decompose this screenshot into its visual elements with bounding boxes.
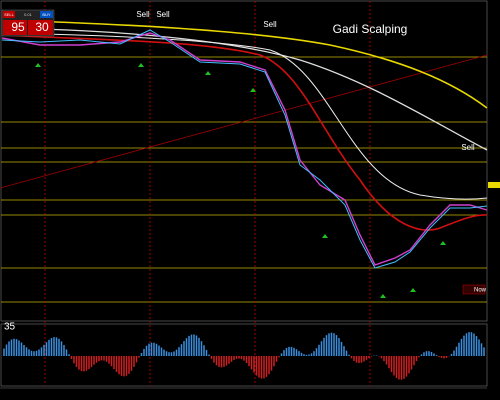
chart-title: Gadi Scalping xyxy=(333,22,408,36)
arrow xyxy=(138,63,144,67)
order-panel[interactable]: SELL BUY 0.01 95 30 xyxy=(1,9,55,37)
level-lines xyxy=(1,56,487,303)
indicator-frame xyxy=(0,323,488,387)
sell-signal: Sell xyxy=(156,10,170,19)
sell-button[interactable] xyxy=(3,11,15,18)
arrow xyxy=(380,294,386,298)
buy-price: 30 xyxy=(35,20,49,34)
sell-price: 95 xyxy=(11,20,25,34)
price-line-blue xyxy=(1,29,488,269)
arrow xyxy=(440,241,446,245)
buy-label: BUY xyxy=(42,12,51,17)
lot-size: 0.01 xyxy=(24,12,33,17)
buy-arrows xyxy=(35,63,446,298)
sell-price-box[interactable] xyxy=(3,20,27,35)
arrow xyxy=(322,234,328,238)
arrow xyxy=(35,63,41,67)
price-axis xyxy=(488,0,500,400)
trend-line xyxy=(0,54,488,189)
slow-ma-white xyxy=(1,27,488,151)
sell-signal: Sell xyxy=(136,10,150,19)
buy-price-box[interactable] xyxy=(28,20,53,35)
now-label: Now xyxy=(474,288,487,294)
fast-ma-red xyxy=(1,34,488,231)
slow-ma-yellow xyxy=(1,19,488,109)
buy-button[interactable] xyxy=(40,11,53,18)
main-frame xyxy=(0,0,488,322)
arrow xyxy=(410,288,416,292)
level-label: 35 xyxy=(4,322,16,333)
arrow xyxy=(205,71,211,75)
period-separators xyxy=(44,1,371,386)
now-box xyxy=(462,284,486,295)
arrow xyxy=(250,88,256,92)
sell-label: SELL xyxy=(4,12,15,17)
price-marker xyxy=(488,182,500,188)
sell-signal: Sell xyxy=(263,20,277,29)
sell-signal: Sell xyxy=(461,143,475,152)
mid-ma-white xyxy=(1,32,488,200)
volume-histogram xyxy=(3,332,485,380)
